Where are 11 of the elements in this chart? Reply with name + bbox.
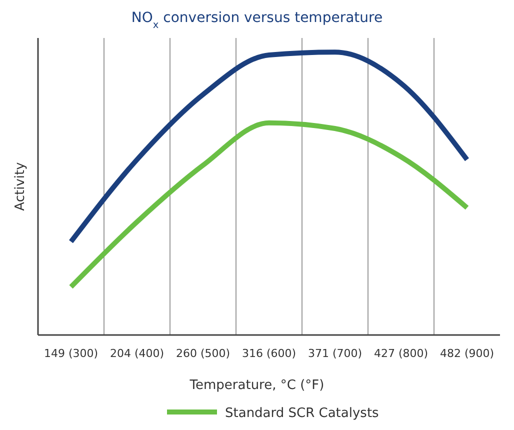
- legend-label: Standard SCR Catalysts: [225, 406, 380, 421]
- x-tick-label: 316 (600): [242, 347, 296, 360]
- x-tick-label: 482 (900): [440, 347, 494, 360]
- x-tick-label: 149 (300): [44, 347, 98, 360]
- y-axis-title: Activity: [13, 162, 28, 211]
- x-tick-label: 204 (400): [110, 347, 164, 360]
- x-tick-label: 260 (500): [176, 347, 230, 360]
- x-axis-title: Temperature, °C (°F): [188, 378, 324, 393]
- x-tick-label: 427 (800): [374, 347, 428, 360]
- chart-title: NO$_{x}$ conversion versus temperature: [131, 10, 383, 30]
- x-tick-label: 371 (700): [308, 347, 362, 360]
